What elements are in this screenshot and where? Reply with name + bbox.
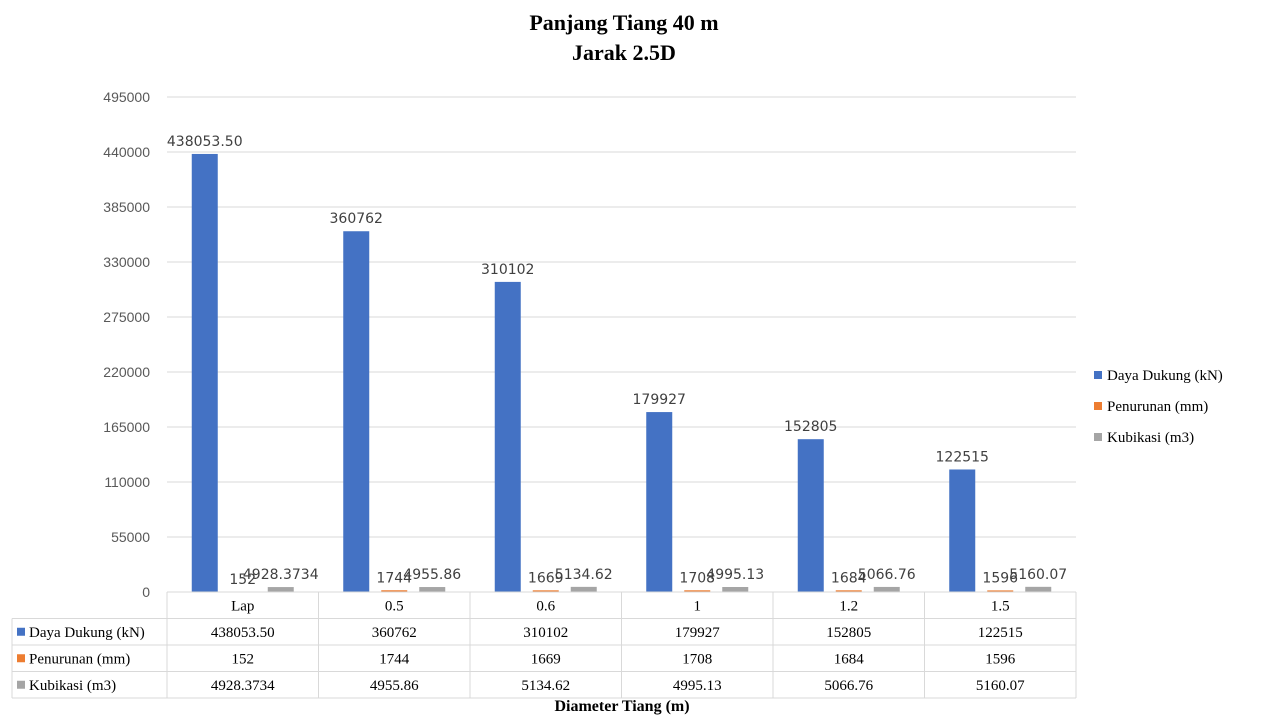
data-label: 1684 [831, 570, 867, 586]
table-cell: 152805 [826, 625, 871, 641]
bar [987, 590, 1014, 592]
data-label: 5134.62 [555, 567, 613, 583]
x-category-label: Lap [231, 598, 254, 614]
table-cell: 310102 [523, 625, 568, 641]
table-series-name: Penurunan (mm) [29, 651, 130, 667]
chart-title: Panjang Tiang 40 m [529, 10, 718, 35]
data-label: 4995.13 [706, 567, 764, 583]
data-label: 1669 [528, 570, 564, 586]
y-tick-label: 110000 [104, 474, 150, 490]
bar [570, 586, 597, 592]
data-label: 4955.86 [403, 567, 461, 583]
bar [494, 281, 521, 592]
data-table: Lap 0.5 0.6 1 1.2 1.5 Daya Dukung (kN) 438053.5… [11, 591, 1077, 699]
y-tick-label: 385000 [103, 199, 150, 215]
bar [949, 469, 976, 592]
y-axis: 0 55000 110000 165000 220000 275000 330000 3850… [103, 89, 150, 600]
bar [191, 153, 218, 592]
data-label: 152 [229, 572, 256, 588]
x-category-label: 0.5 [385, 598, 404, 614]
y-tick-label: 0 [142, 584, 150, 600]
x-category-label: 1.5 [991, 598, 1010, 614]
bar [419, 587, 446, 592]
table-cell: 179927 [675, 625, 721, 641]
table-cell: 360762 [372, 625, 417, 641]
legend-key [1094, 402, 1102, 410]
table-cell: 1708 [682, 651, 712, 667]
bar [381, 590, 408, 592]
data-label: 4928.3734 [243, 567, 319, 583]
data-label: 122515 [936, 449, 989, 465]
bar [797, 439, 824, 592]
data-label: 179927 [633, 392, 686, 408]
legend-key [1094, 371, 1102, 379]
data-labels: 438053.50 360762 310102 179927 152805 122515 1… [167, 134, 1067, 588]
y-tick-label: 495000 [103, 89, 150, 105]
data-label: 310102 [481, 262, 534, 278]
data-label: 152805 [784, 419, 837, 435]
table-legend-key [17, 627, 25, 636]
table-series-name: Kubikasi (m3) [29, 678, 116, 694]
y-tick-label: 220000 [103, 364, 150, 380]
y-tick-label: 275000 [103, 309, 150, 325]
y-tick-label: 440000 [103, 144, 150, 160]
table-cell: 1669 [531, 651, 561, 667]
bar [267, 587, 294, 592]
table-cell: 122515 [978, 625, 1023, 641]
data-label: 5160.07 [1009, 567, 1067, 583]
table-series-name: Daya Dukung (kN) [29, 625, 145, 641]
data-label: 360762 [330, 211, 383, 227]
legend-label: Kubikasi (m3) [1107, 430, 1194, 446]
bar [343, 231, 370, 592]
bar [532, 590, 559, 592]
legend-key [1094, 433, 1102, 441]
bar [684, 590, 711, 592]
x-category-label: 1 [694, 598, 702, 614]
bar [835, 590, 862, 592]
y-tick-label: 165000 [103, 419, 150, 435]
table-legend-key [17, 654, 25, 663]
bar [1025, 586, 1052, 592]
table-cell: 4955.86 [370, 678, 419, 694]
y-tick-label: 55000 [111, 529, 150, 545]
x-category-label: 0.6 [536, 598, 555, 614]
bar [646, 412, 673, 592]
table-cell: 5160.07 [976, 678, 1025, 694]
table-cell: 5134.62 [521, 678, 570, 694]
data-label: 438053.50 [167, 134, 243, 150]
y-tick-label: 330000 [103, 254, 150, 270]
table-cell: 5066.76 [824, 678, 873, 694]
data-label: 1708 [679, 570, 715, 586]
gridlines [167, 96, 1076, 593]
legend: Daya Dukung (kN) Penurunan (mm) Kubikasi (… [1094, 368, 1223, 446]
chart-subtitle: Jarak 2.5D [572, 40, 676, 65]
table-cell: 1596 [985, 651, 1016, 667]
x-axis-title: Diameter Tiang (m) [554, 698, 689, 715]
bar [722, 587, 749, 592]
data-label: 1744 [376, 570, 412, 586]
legend-label: Daya Dukung (kN) [1107, 368, 1223, 384]
bars [191, 153, 1052, 592]
table-cell: 1744 [379, 651, 410, 667]
table-legend-key [17, 680, 25, 689]
table-cell: 1684 [834, 651, 865, 667]
x-category-label: 1.2 [839, 598, 858, 614]
bar [873, 586, 900, 592]
table-cell: 438053.50 [211, 625, 275, 641]
table-cell: 152 [232, 651, 255, 667]
data-label: 5066.76 [858, 567, 916, 583]
table-cell: 4928.3734 [211, 678, 275, 694]
data-label: 1596 [982, 570, 1018, 586]
legend-label: Penurunan (mm) [1107, 399, 1208, 415]
table-cell: 4995.13 [673, 678, 722, 694]
